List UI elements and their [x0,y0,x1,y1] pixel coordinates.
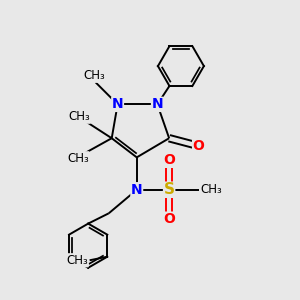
Text: CH₃: CH₃ [66,254,88,267]
Text: CH₃: CH₃ [68,110,90,123]
Text: O: O [193,139,205,153]
Text: O: O [163,212,175,226]
Text: N: N [131,183,142,197]
Text: N: N [112,98,123,111]
Text: CH₃: CH₃ [83,69,105,82]
Text: N: N [152,98,163,111]
Text: CH₃: CH₃ [67,152,89,165]
Text: S: S [164,182,175,197]
Text: O: O [163,153,175,167]
Text: CH₃: CH₃ [200,183,222,196]
